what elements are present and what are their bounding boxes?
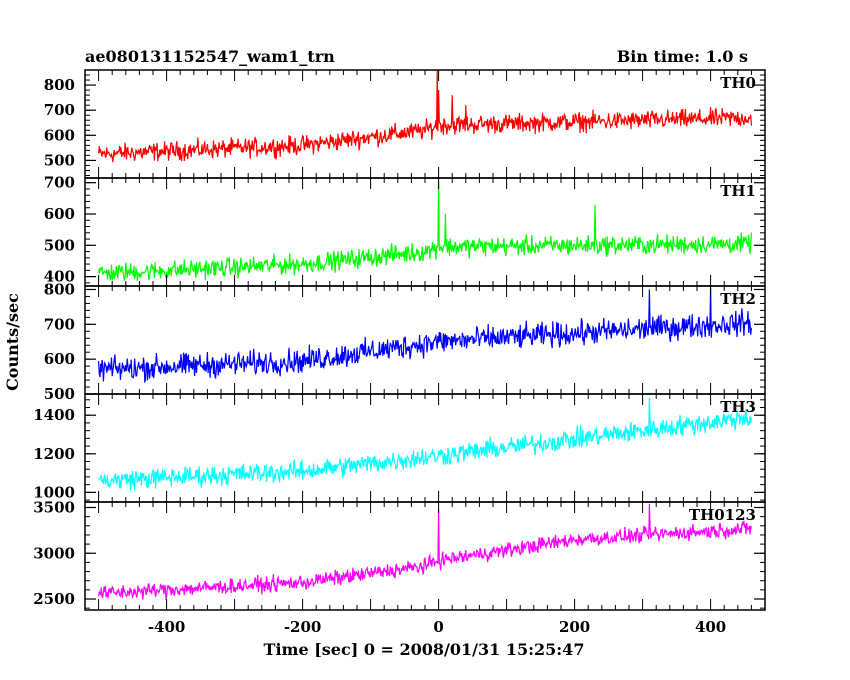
y-tick-label: 500 bbox=[44, 385, 75, 403]
panels: TH0 500 600 700 800 TH1 400 500 600 700 TH2 500 600 7… bbox=[33, 69, 766, 611]
y-tick-label: 400 bbox=[44, 268, 75, 286]
series-th1-line bbox=[98, 178, 752, 282]
x-tick-label: 400 bbox=[695, 618, 726, 636]
panel-frame bbox=[84, 393, 766, 503]
y-tick-label: 500 bbox=[44, 236, 75, 254]
y-tick-label: 1200 bbox=[33, 445, 75, 463]
panel-th0: TH0 500 600 700 800 bbox=[44, 69, 766, 179]
x-tick-label: -200 bbox=[284, 618, 322, 636]
panel-th1: TH1 400 500 600 700 bbox=[44, 174, 766, 287]
y-tick-label: 2500 bbox=[33, 590, 75, 608]
y-tick-label: 700 bbox=[44, 101, 75, 119]
y-tick-label: 800 bbox=[44, 280, 75, 298]
panel-frame bbox=[84, 285, 766, 395]
y-tick-label: 3500 bbox=[33, 498, 75, 516]
y-tick-label: 600 bbox=[44, 126, 75, 144]
y-tick-label: 3000 bbox=[33, 544, 75, 562]
bin-time-label: Bin time: 1.0 s bbox=[617, 47, 748, 66]
x-tick-label: 0 bbox=[433, 618, 443, 636]
y-tick-label: 700 bbox=[44, 174, 75, 192]
x-tick-label: 200 bbox=[559, 618, 590, 636]
series-th0123-line bbox=[98, 503, 752, 601]
panel-label: TH1 bbox=[720, 182, 756, 200]
series-th0-line bbox=[98, 70, 752, 163]
panel-th0123: TH0123 2500 3000 3500 bbox=[33, 498, 766, 611]
x-axis: -400 -200 0 200 400 bbox=[148, 618, 726, 636]
panel-frame bbox=[84, 501, 766, 611]
panel-label: TH0 bbox=[720, 74, 756, 92]
y-tick-label: 1000 bbox=[33, 483, 75, 501]
y-tick-label: 800 bbox=[44, 76, 75, 94]
y-tick-label: 600 bbox=[44, 350, 75, 368]
panel-label: TH0123 bbox=[689, 506, 756, 524]
y-tick-label: 500 bbox=[44, 151, 75, 169]
y-tick-label: 600 bbox=[44, 205, 75, 223]
panel-th3: TH3 1000 1200 1400 bbox=[33, 393, 766, 503]
y-axis-label: Counts/sec bbox=[3, 293, 22, 391]
x-axis-label: Time [sec] 0 = 2008/01/31 15:25:47 bbox=[264, 640, 585, 659]
panel-th2: TH2 500 600 700 800 bbox=[44, 280, 766, 403]
x-tick-label: -400 bbox=[148, 618, 186, 636]
y-tick-label: 700 bbox=[44, 315, 75, 333]
series-th3-line bbox=[98, 397, 752, 491]
y-tick-label: 1400 bbox=[33, 406, 75, 424]
chart-title: ae080131152547_wam1_trn bbox=[85, 47, 335, 66]
panel-label: TH2 bbox=[720, 290, 756, 308]
panel-label: TH3 bbox=[720, 398, 756, 416]
series-th2-line bbox=[98, 287, 752, 384]
